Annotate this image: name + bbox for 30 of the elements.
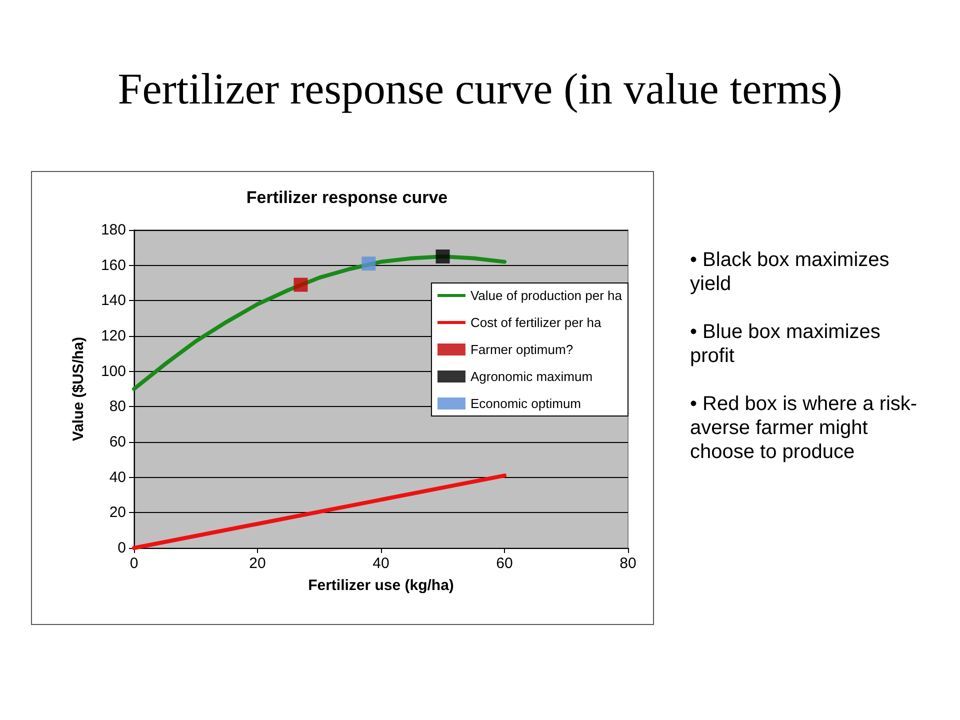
y-tick-label: 60 — [109, 434, 126, 450]
y-tick-label: 20 — [109, 504, 126, 522]
y-axis-title: Value ($US/ha) — [70, 336, 87, 442]
text: • Red box is where a risk-averse farmer might choose to produce — [690, 392, 918, 464]
x-tick-label: 40 — [372, 555, 390, 572]
y-tick-label: 140 — [100, 292, 126, 310]
y-tick-label: 120 — [100, 328, 126, 344]
x-tick-label: 60 — [496, 555, 513, 572]
chart-title: Fertilizer response curve (in value terms) — [118, 64, 842, 114]
x-tick-label: 0 — [130, 555, 138, 572]
point — [436, 250, 450, 264]
text: • Black box maximizes yield — [690, 248, 890, 296]
y-tick-label: 160 — [100, 256, 126, 274]
legend-label: Cost of fertilizer per ha — [470, 315, 602, 330]
point — [362, 256, 376, 271]
legend-label: Value of production per ha — [470, 288, 623, 303]
y-tick-label: 80 — [109, 398, 126, 416]
legend-label: Farmer optimum? — [470, 342, 574, 357]
y-tick-label: 0 — [118, 540, 126, 556]
y-tick-label: 40 — [109, 468, 126, 486]
legend-label: Agronomic maximum — [470, 369, 593, 384]
chart-subtitle: Fertilizer response curve — [246, 188, 448, 207]
y-tick-label: 180 — [100, 222, 126, 238]
legend-label: Economic optimum — [470, 396, 582, 411]
x-tick-label: 80 — [620, 555, 636, 572]
x-axis-title: Fertilizer use (kg/ha) — [308, 577, 454, 594]
text: • Blue box maximizes profit — [690, 320, 882, 368]
x-tick-label: 20 — [249, 555, 266, 572]
point — [294, 278, 308, 292]
y-tick-label: 100 — [100, 362, 126, 380]
